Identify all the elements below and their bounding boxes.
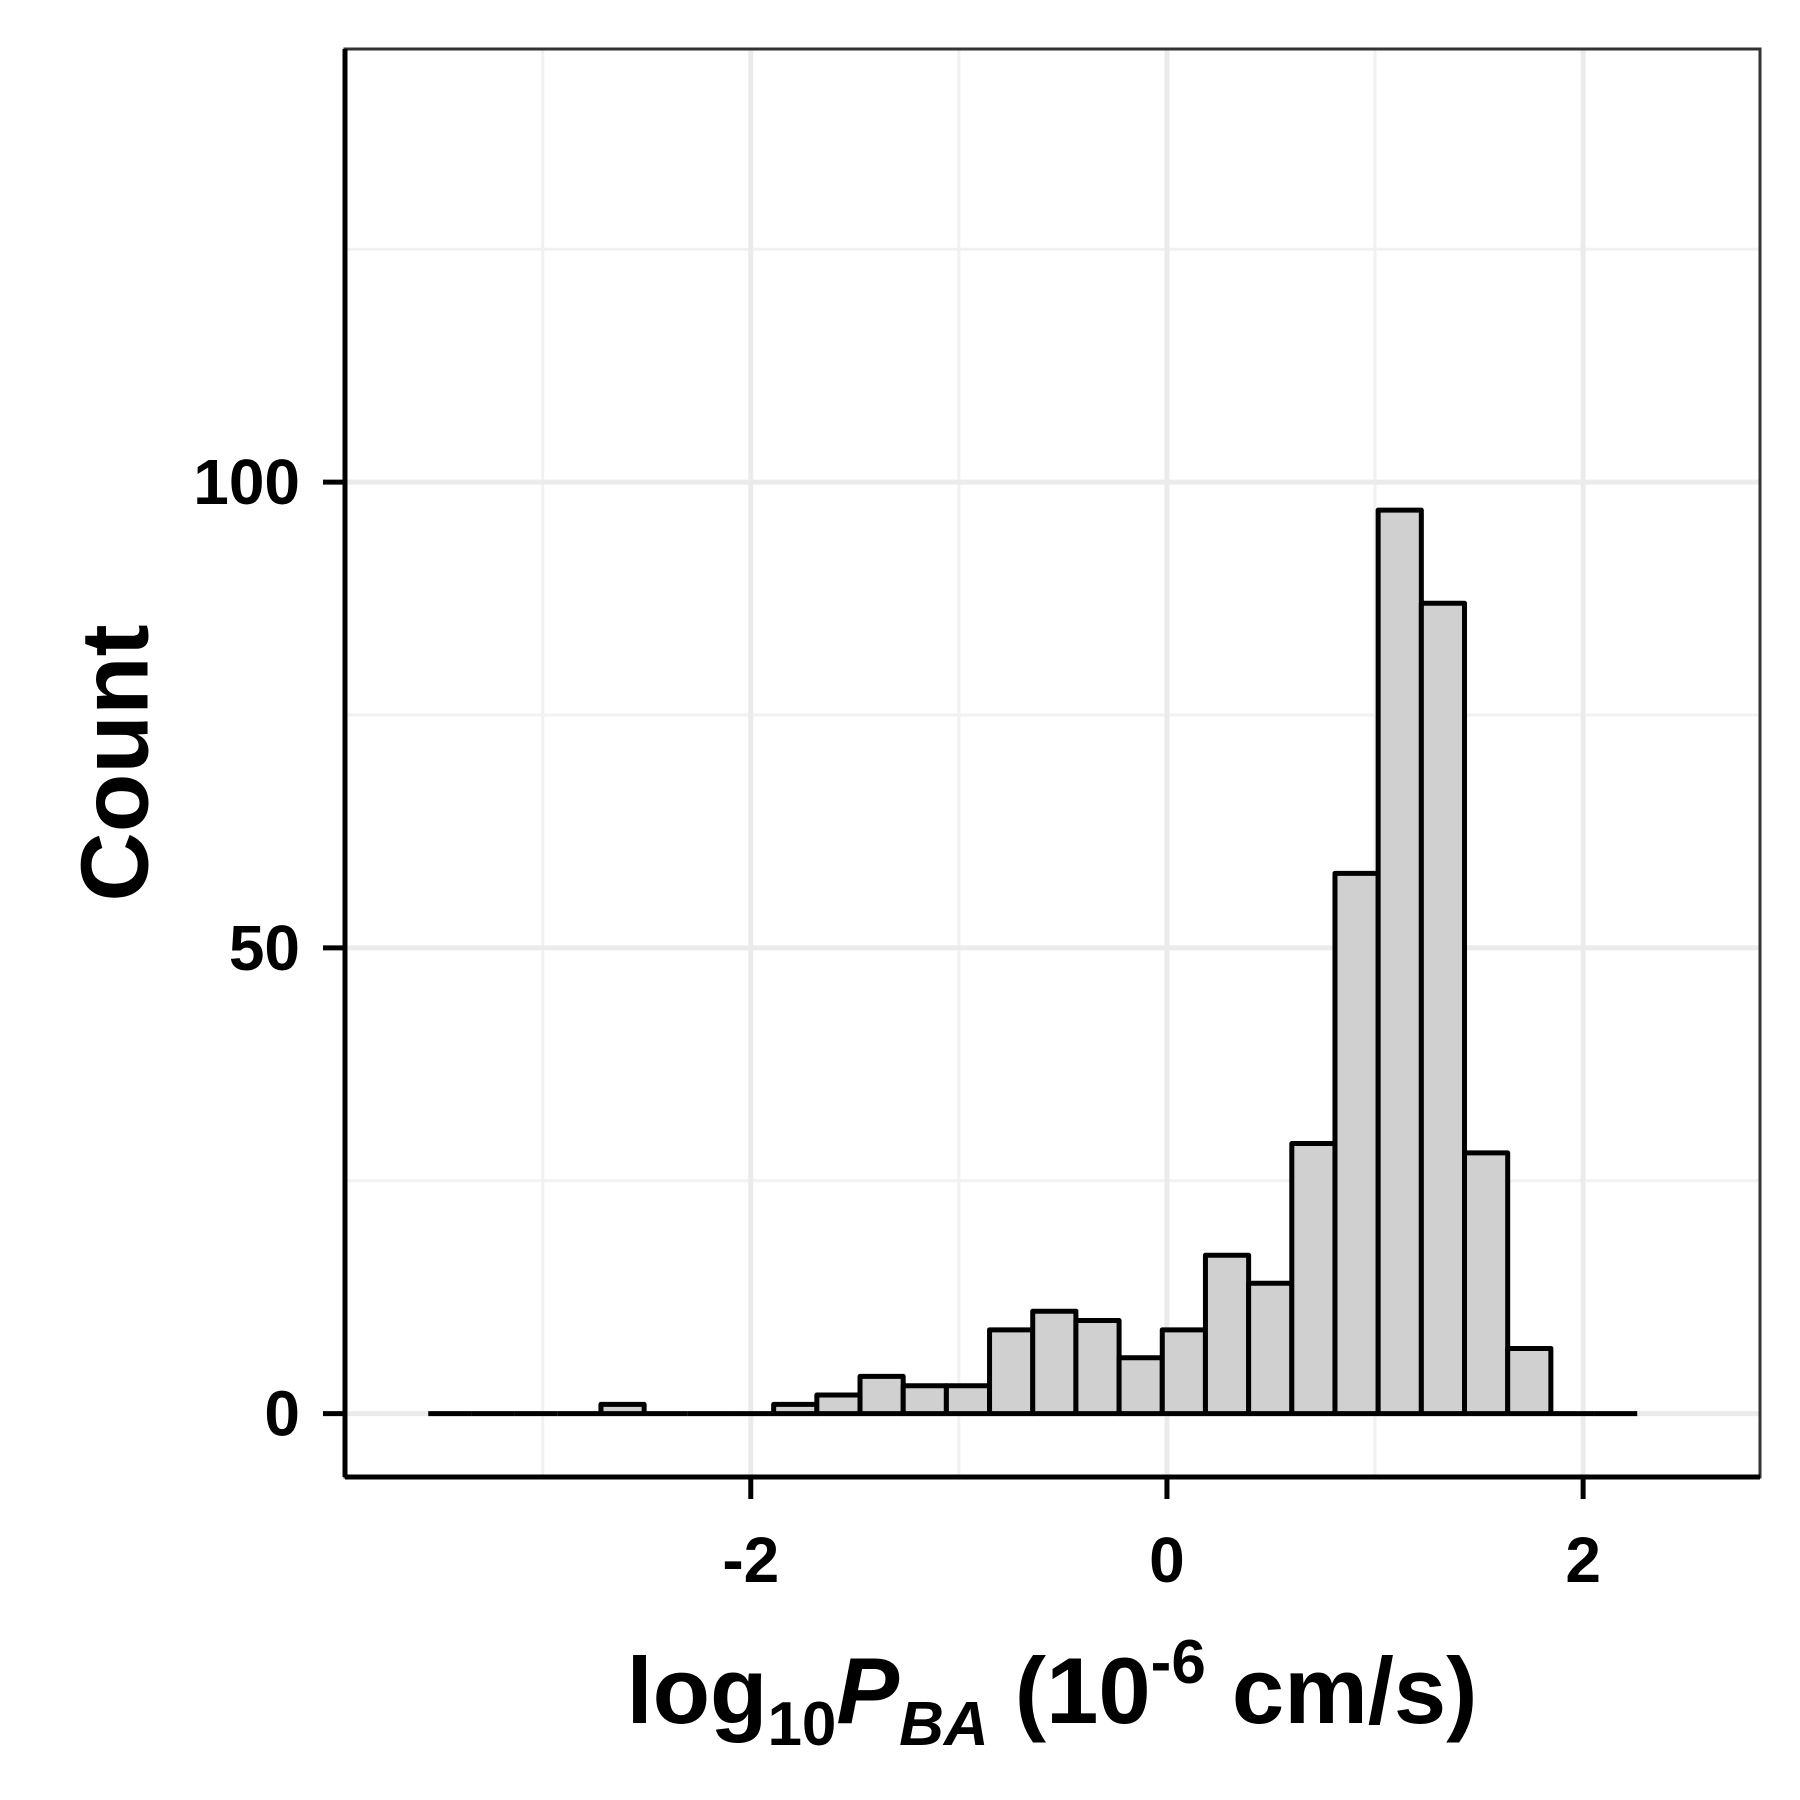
- x-title-variable-subscript: BA: [899, 1690, 989, 1759]
- x-axis-title: log10PBA (10-6 cm/s): [626, 1628, 1477, 1759]
- x-title-unit-exponent: -6: [1151, 1628, 1206, 1697]
- x-tick-label: -2: [722, 1524, 779, 1596]
- x-tick-label: 0: [1149, 1524, 1185, 1596]
- y-tick-label: 0: [264, 1378, 300, 1450]
- histogram-bar: [1246, 1280, 1295, 1417]
- y-tick-label: 50: [229, 912, 300, 984]
- grid-lines: [345, 49, 1760, 1477]
- x-title-base: log: [626, 1638, 767, 1743]
- y-axis-title: Count: [62, 624, 169, 901]
- histogram-bar: [1375, 507, 1424, 1417]
- histogram-bar: [943, 1383, 993, 1417]
- x-tick-label: 2: [1565, 1524, 1601, 1596]
- histogram-bar: [987, 1327, 1036, 1417]
- histogram-bar: [857, 1373, 906, 1417]
- histogram-bar: [598, 1401, 647, 1417]
- histogram-bar: [771, 1401, 820, 1417]
- x-title-unit-open: (10: [989, 1638, 1151, 1743]
- histogram-bar: [1073, 1318, 1122, 1417]
- panel-border: [343, 47, 1762, 1479]
- histogram-bar: [814, 1392, 863, 1417]
- histogram-bar: [1202, 1252, 1252, 1417]
- histogram-bar: [900, 1383, 949, 1417]
- histogram-bar: [1332, 870, 1381, 1417]
- histogram-bars: [428, 507, 1638, 1417]
- histogram-bar: [1462, 1150, 1511, 1417]
- y-tick-label: 100: [193, 446, 300, 518]
- x-axis-ticks: -2 0 2: [722, 1477, 1601, 1596]
- histogram-bar: [1505, 1345, 1554, 1417]
- histogram-bar: [1030, 1308, 1079, 1417]
- histogram-bar: [1159, 1327, 1208, 1417]
- histogram-bar: [1116, 1355, 1165, 1417]
- x-title-variable: P: [836, 1638, 899, 1743]
- y-axis-ticks: 0 50 100: [193, 446, 345, 1450]
- histogram-bar: [1289, 1141, 1338, 1417]
- x-title-base-subscript: 10: [767, 1690, 836, 1759]
- x-title-unit-close: cm/s): [1206, 1638, 1478, 1743]
- histogram-bar: [1418, 600, 1468, 1417]
